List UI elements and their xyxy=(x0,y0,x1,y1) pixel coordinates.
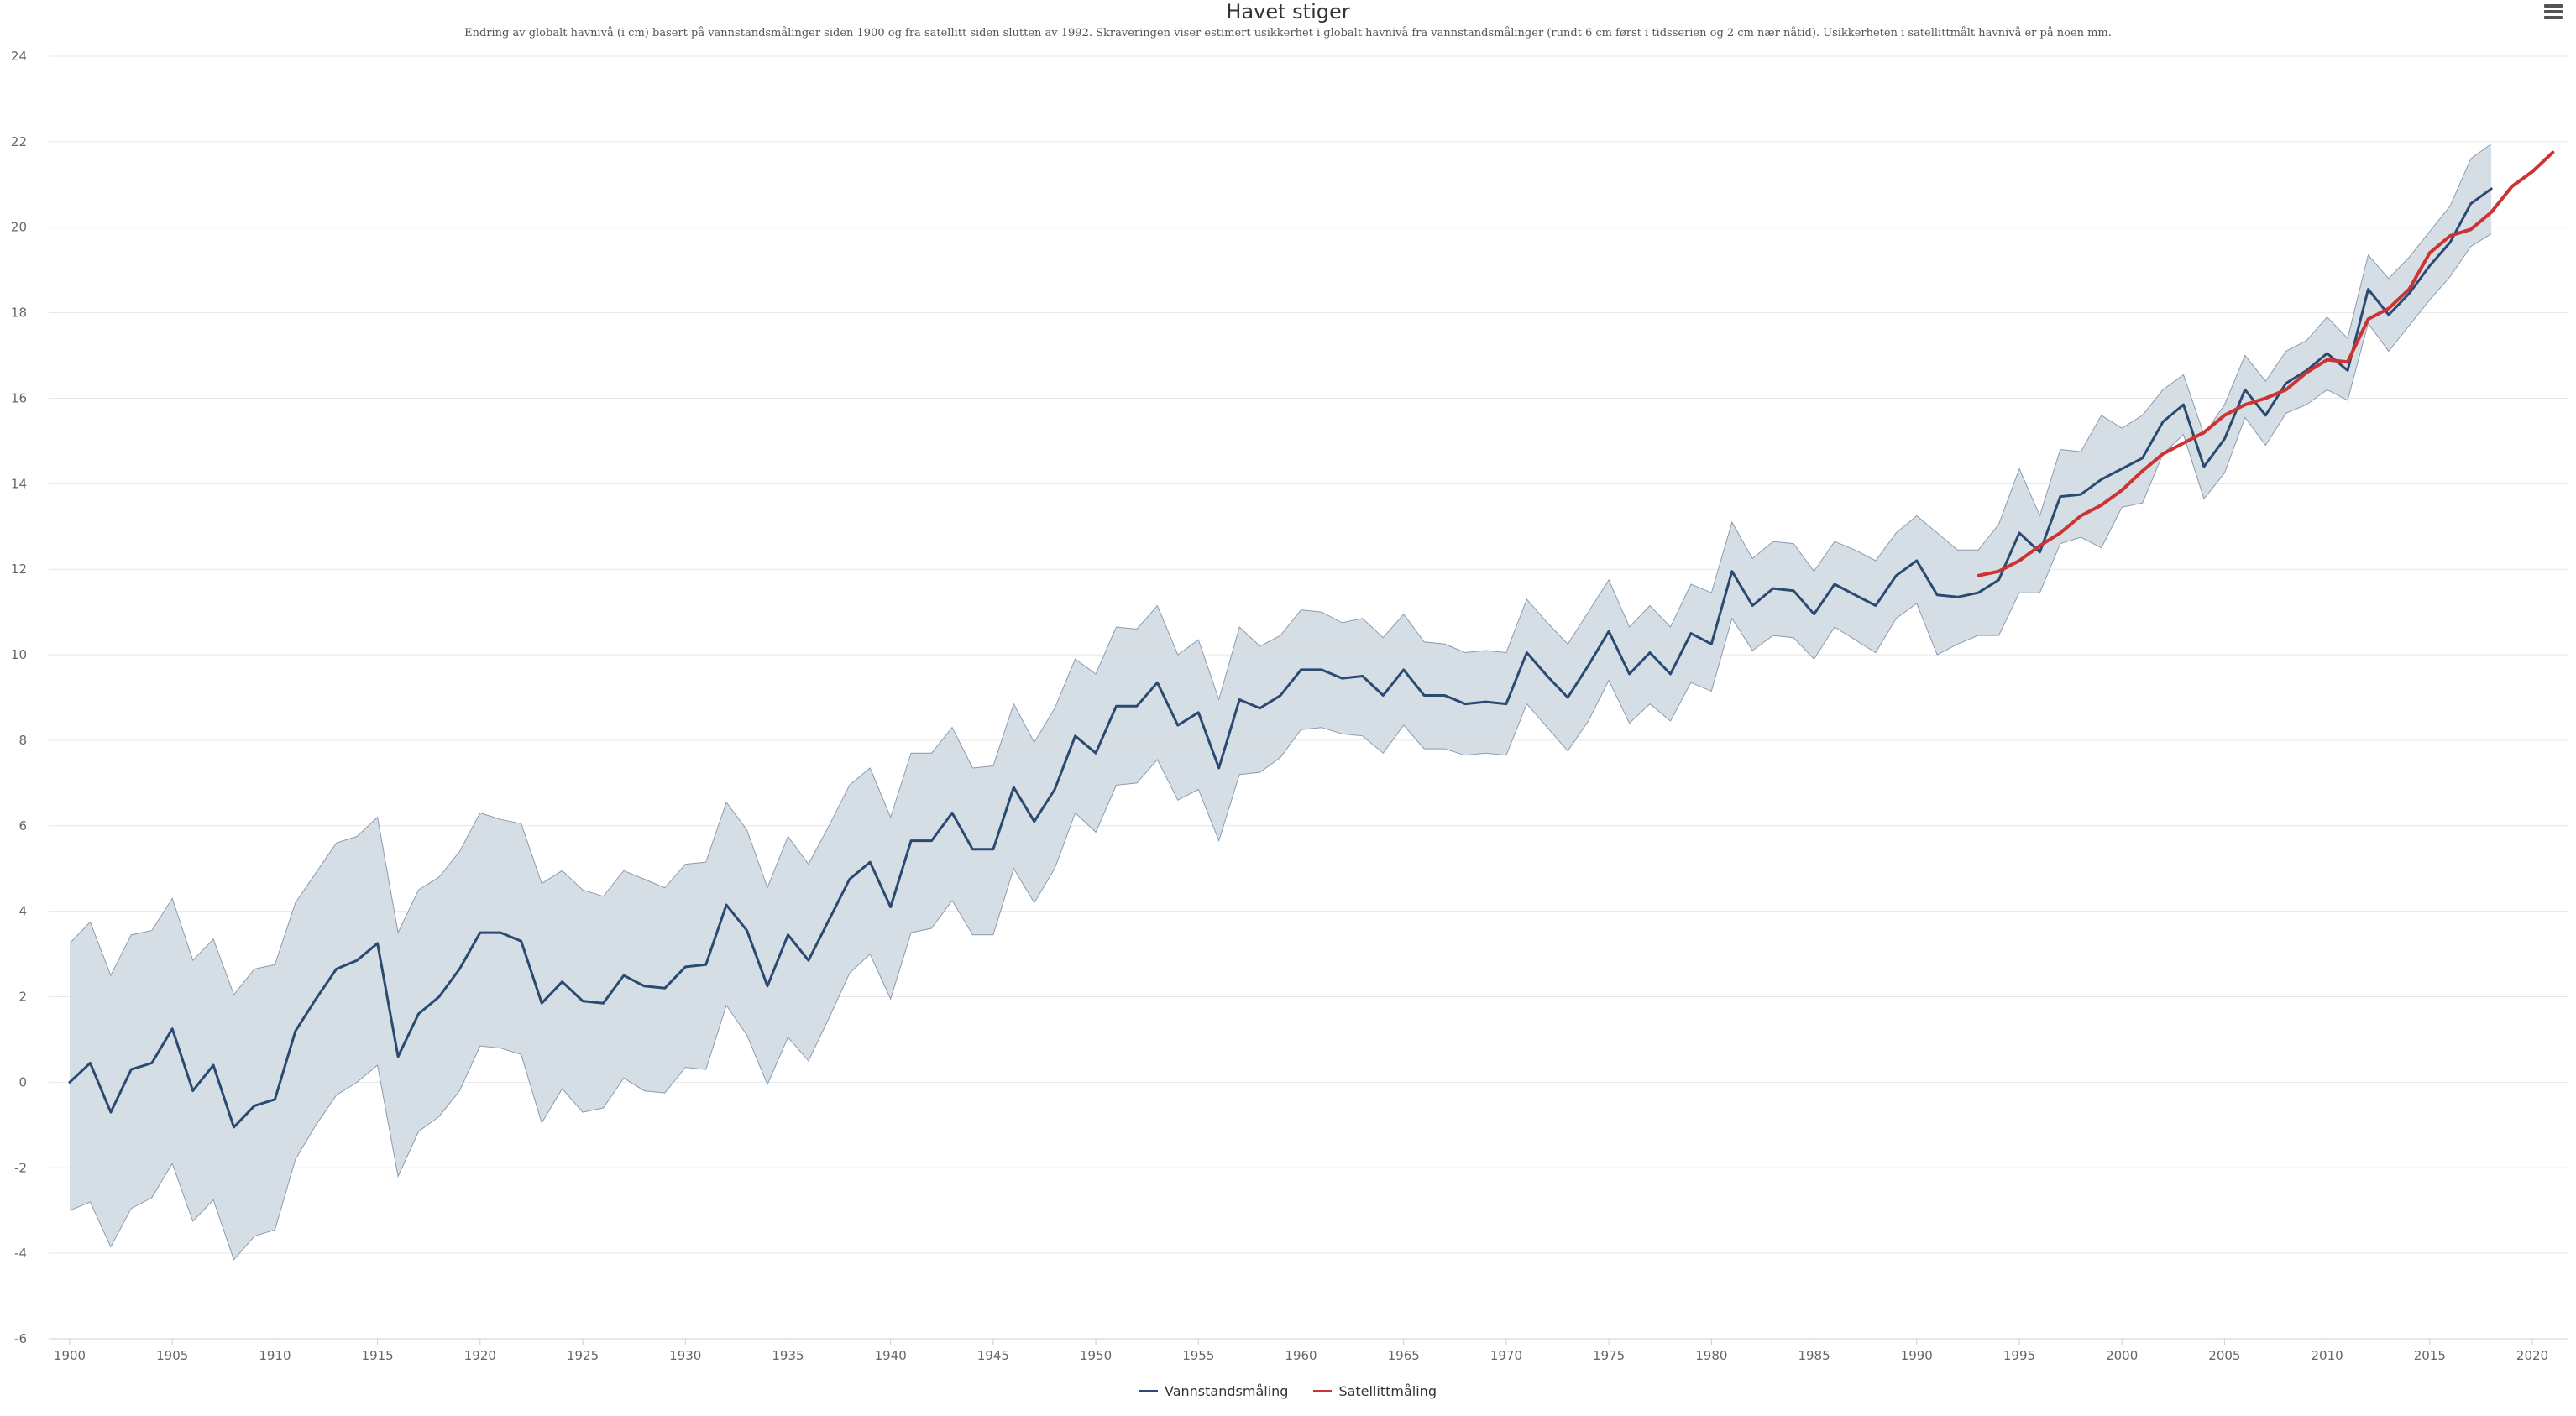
y-tick-label: 2 xyxy=(18,990,27,1005)
y-tick-label: -6 xyxy=(14,1331,27,1346)
uncertainty-band xyxy=(70,144,2492,1260)
chart-subtitle: Endring av globalt havnivå (i cm) basert… xyxy=(464,27,2112,39)
y-tick-label: 12 xyxy=(11,562,27,577)
x-tick-label: 1920 xyxy=(464,1348,496,1363)
legend-label-satellite: Satellittmåling xyxy=(1338,1383,1437,1399)
uncertainty-band-upper xyxy=(69,143,2492,996)
x-tick-label: 1935 xyxy=(772,1348,804,1363)
legend-item-tide-gauge[interactable]: Vannstandsmåling xyxy=(1139,1383,1288,1399)
x-tick-label: 2010 xyxy=(2311,1348,2343,1363)
series-line-satellite xyxy=(1977,150,2555,577)
hamburger-menu-icon[interactable] xyxy=(2541,2,2566,24)
y-tick-label: 0 xyxy=(18,1074,27,1089)
x-tick-label: 1950 xyxy=(1080,1348,1112,1363)
legend-label-tide-gauge: Vannstandsmåling xyxy=(1165,1383,1289,1399)
x-tick-label: 1915 xyxy=(362,1348,394,1363)
legend-item-satellite[interactable]: Satellittmåling xyxy=(1313,1383,1437,1399)
x-tick-label: 1945 xyxy=(977,1348,1009,1363)
x-tick-label: 1940 xyxy=(875,1348,907,1363)
x-tick-label: 1985 xyxy=(1798,1348,1830,1363)
x-tick-label: 1930 xyxy=(669,1348,701,1363)
y-tick-label: 4 xyxy=(18,904,27,919)
x-tick-label: 1990 xyxy=(1901,1348,1933,1363)
y-tick-label: 6 xyxy=(18,818,27,833)
x-tick-label: 1980 xyxy=(1695,1348,1727,1363)
x-tick-label: 2000 xyxy=(2106,1348,2138,1363)
uncertainty-band-lower xyxy=(69,233,2492,1261)
legend-swatch-tide-gauge xyxy=(1139,1390,1159,1392)
y-tick-label: 14 xyxy=(11,476,27,491)
x-tick-label: 1995 xyxy=(2003,1348,2035,1363)
series-line-tide-gauge xyxy=(68,187,2493,1129)
x-tick-label: 1965 xyxy=(1388,1348,1420,1363)
x-tick-label: 1905 xyxy=(156,1348,188,1363)
x-tick-label: 1925 xyxy=(567,1348,599,1363)
y-tick-label: 8 xyxy=(18,733,27,748)
y-tick-label: 10 xyxy=(11,647,27,662)
y-tick-label: 24 xyxy=(11,49,27,64)
x-tick-label: 1970 xyxy=(1490,1348,1522,1363)
x-tick-label: 1900 xyxy=(54,1348,86,1363)
x-tick-label: 2020 xyxy=(2516,1348,2548,1363)
y-tick-label: 22 xyxy=(11,134,27,149)
x-tick-label: 1975 xyxy=(1593,1348,1625,1363)
y-tick-label: -2 xyxy=(14,1160,27,1175)
x-tick-label: 1955 xyxy=(1182,1348,1214,1363)
chart-legend: Vannstandsmåling Satellittmåling xyxy=(0,1383,2576,1399)
chart-title: Havet stiger xyxy=(1226,0,1350,24)
legend-swatch-satellite xyxy=(1313,1390,1333,1392)
y-tick-label: 18 xyxy=(11,306,27,321)
x-tick-label: 1960 xyxy=(1285,1348,1317,1363)
x-tick-label: 1910 xyxy=(259,1348,291,1363)
x-tick-label: 2005 xyxy=(2208,1348,2240,1363)
y-tick-label: 20 xyxy=(11,220,27,235)
y-tick-label: 16 xyxy=(11,390,27,405)
y-tick-label: -4 xyxy=(14,1246,27,1261)
x-tick-label: 2015 xyxy=(2414,1348,2446,1363)
